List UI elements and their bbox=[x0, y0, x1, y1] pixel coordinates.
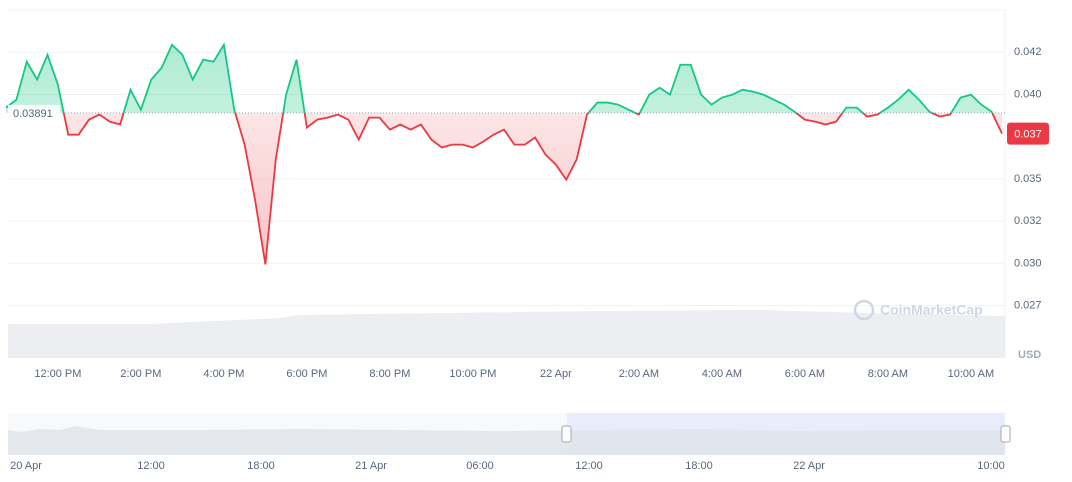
price-line-up bbox=[5, 42, 994, 113]
navigator-label: 22 Apr bbox=[793, 460, 825, 472]
volume-area bbox=[8, 310, 1005, 358]
watermark: CoinMarketCap bbox=[880, 302, 983, 318]
navigator-label: 12:00 bbox=[575, 460, 603, 472]
price-badge bbox=[1007, 122, 1049, 145]
watermark-logo bbox=[853, 299, 875, 321]
y-tick-label: 0.035 bbox=[1014, 173, 1042, 185]
x-tick-label: 6:00 AM bbox=[785, 368, 825, 380]
navigator-label: 18:00 bbox=[685, 460, 713, 472]
x-tick-label: 2:00 AM bbox=[619, 368, 659, 380]
y-tick-label: 0.032 bbox=[1014, 215, 1042, 227]
navigator-label: 12:00 bbox=[137, 460, 165, 472]
x-tick-label: 12:00 PM bbox=[34, 368, 81, 380]
y-tick-label: 0.027 bbox=[1014, 300, 1042, 312]
reference-label: 0.03891 bbox=[13, 108, 53, 120]
area-below bbox=[6, 112, 1002, 265]
reference-label-bg bbox=[8, 104, 60, 121]
x-tick-label: 8:00 AM bbox=[868, 368, 908, 380]
navigator-label: 18:00 bbox=[247, 460, 275, 472]
navigator-label: 21 Apr bbox=[355, 460, 387, 472]
price-line-down bbox=[62, 112, 1003, 265]
x-tick-label: 2:00 PM bbox=[120, 368, 161, 380]
y-tick-label: 0.040 bbox=[1014, 88, 1042, 100]
x-tick-label: 22 Apr bbox=[540, 368, 572, 380]
x-tick-label: 4:00 PM bbox=[203, 368, 244, 380]
navigator-label: 20 Apr bbox=[10, 460, 42, 472]
navigator-label: 10:00 bbox=[977, 460, 1005, 472]
navigator-handle-left[interactable] bbox=[561, 425, 572, 443]
x-tick-label: 4:00 AM bbox=[702, 368, 742, 380]
y-tick-label: 0.030 bbox=[1014, 257, 1042, 269]
x-tick-label: 10:00 PM bbox=[449, 368, 496, 380]
x-tick-label: 6:00 PM bbox=[286, 368, 327, 380]
price-badge-label: 0.037 bbox=[1014, 129, 1042, 141]
currency: USD bbox=[1018, 349, 1041, 361]
y-tick-label: 0.042 bbox=[1014, 46, 1042, 58]
navigator-label: 06:00 bbox=[466, 460, 494, 472]
area-above bbox=[6, 44, 993, 113]
x-tick-label: 10:00 AM bbox=[948, 368, 994, 380]
x-tick-label: 8:00 PM bbox=[369, 368, 410, 380]
navigator-handle-right[interactable] bbox=[1000, 425, 1011, 443]
navigator-area bbox=[8, 426, 1005, 455]
